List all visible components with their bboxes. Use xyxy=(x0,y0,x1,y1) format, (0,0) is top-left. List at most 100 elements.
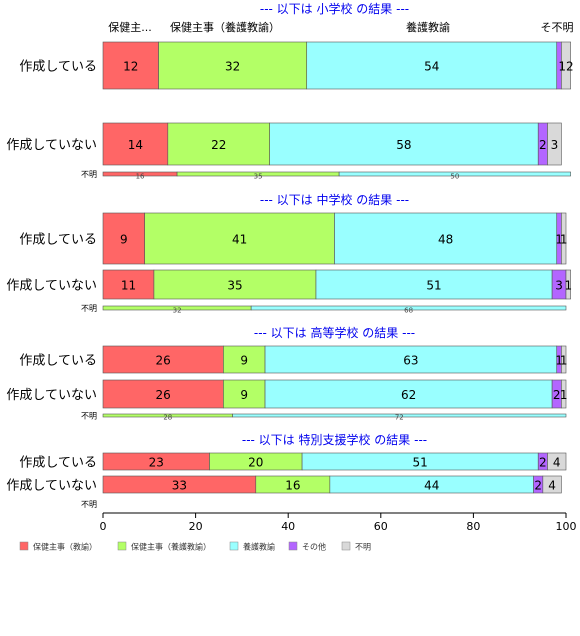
data-label: 12 xyxy=(558,60,573,74)
legend-swatch xyxy=(117,541,127,551)
data-label: 1 xyxy=(560,388,568,402)
data-label: 3 xyxy=(551,138,559,152)
row-label: 不明 xyxy=(81,412,97,421)
x-tick-label: 100 xyxy=(556,520,577,533)
data-label: 68 xyxy=(404,307,413,315)
data-label: 11 xyxy=(121,279,136,293)
data-label: 14 xyxy=(128,138,143,152)
data-label: 1 xyxy=(564,279,572,293)
row-label: 作成している xyxy=(19,233,97,248)
bar-segment xyxy=(306,41,558,90)
bar-segment xyxy=(315,269,553,300)
data-label: 2 xyxy=(534,479,542,493)
bar-segment xyxy=(561,345,567,374)
data-label: 1 xyxy=(560,233,568,247)
panel-title: --- 以下は 小学校 の結果 --- xyxy=(260,1,409,16)
panel-title: --- 以下は 中学校 の結果 --- xyxy=(260,192,409,207)
data-label: 51 xyxy=(426,279,441,293)
bar-segment xyxy=(102,122,169,166)
bar-segment xyxy=(158,41,308,90)
data-label: 35 xyxy=(254,173,263,181)
bar-segment xyxy=(269,122,539,166)
row-label: 作成している xyxy=(19,354,97,369)
bar-segment xyxy=(338,171,571,177)
data-label: 32 xyxy=(225,60,240,74)
data-label: 1 xyxy=(555,233,563,247)
bar-segment xyxy=(250,305,567,311)
data-label: 41 xyxy=(232,233,247,247)
legend-label: 保健主事（養護教諭） xyxy=(131,542,211,552)
row-label: 作成している xyxy=(19,60,97,75)
bar-segment xyxy=(561,41,571,90)
legend-label: 養護教諭 xyxy=(243,542,275,552)
row-label: 不明 xyxy=(81,304,97,313)
data-label: 4 xyxy=(548,479,556,493)
row-label: 不明 xyxy=(81,500,97,509)
panel-title: --- 以下は 高等学校 の結果 --- xyxy=(254,325,415,340)
data-label: 2 xyxy=(553,388,561,402)
data-label: 9 xyxy=(120,233,128,247)
row-label: 作成している xyxy=(19,456,97,471)
data-label: 16 xyxy=(285,479,300,493)
bar-segment xyxy=(153,269,317,300)
legend-swatch xyxy=(341,541,351,551)
column-header: 養護教諭 xyxy=(406,20,450,34)
data-label: 1 xyxy=(555,354,563,368)
legend-label: 不明 xyxy=(355,543,371,552)
panel-title: --- 以下は 特別支援学校 の結果 --- xyxy=(242,432,427,447)
data-label: 12 xyxy=(123,60,138,74)
bar-segment xyxy=(102,212,145,265)
data-label: 35 xyxy=(227,279,242,293)
bar-segment xyxy=(561,379,567,409)
panel: --- 以下は 小学校 の結果 --- 作成している 12 32 54 12 作成していない… xyxy=(6,1,573,181)
bar-segment xyxy=(264,379,553,409)
row-label: 作成していない xyxy=(6,388,97,403)
data-label: 23 xyxy=(149,456,164,470)
x-tick-label: 40 xyxy=(281,520,295,533)
data-label: 54 xyxy=(424,60,439,74)
x-tick-label: 60 xyxy=(374,520,388,533)
data-label: 58 xyxy=(396,138,411,152)
bar-segment xyxy=(102,379,224,409)
data-label: 2 xyxy=(539,456,547,470)
bar-segment xyxy=(102,41,159,90)
x-tick-label: 0 xyxy=(100,520,107,533)
x-axis: 0 20 40 60 80 100 xyxy=(100,512,577,533)
data-label: 2 xyxy=(539,138,547,152)
bar-segment xyxy=(102,269,155,300)
bar-segment xyxy=(542,475,562,494)
data-label: 51 xyxy=(413,456,428,470)
data-label: 3 xyxy=(555,279,563,293)
bar-segment xyxy=(334,212,558,265)
legend-swatch xyxy=(19,541,29,551)
panel: --- 以下は 特別支援学校 の結果 --- 作成している 23 20 51 2 4 作成して… xyxy=(6,432,567,509)
legend-label: 保健主事（教諭） xyxy=(33,542,97,552)
bar-segment xyxy=(167,122,270,166)
data-label: 50 xyxy=(450,173,459,181)
data-label: 16 xyxy=(136,173,145,181)
x-tick-label: 80 xyxy=(466,520,480,533)
legend-swatch xyxy=(229,541,239,551)
panel: --- 以下は 高等学校 の結果 ---作成している 26 9 63 11作成していない… xyxy=(6,325,567,422)
bar-segment xyxy=(561,212,567,265)
bar-segment xyxy=(547,452,567,471)
data-label: 26 xyxy=(156,354,171,368)
data-label: 62 xyxy=(401,388,416,402)
data-label: 20 xyxy=(248,456,263,470)
column-header: 保健主... xyxy=(108,20,152,34)
data-label: 4 xyxy=(553,456,561,470)
data-label: 72 xyxy=(395,414,404,422)
data-label: 48 xyxy=(438,233,453,247)
row-label: 不明 xyxy=(81,170,97,179)
column-header: 保健主事（養護教諭） xyxy=(170,20,280,34)
data-label: 9 xyxy=(240,354,248,368)
column-header: そ不明 xyxy=(541,21,574,34)
bar-segment xyxy=(102,345,224,374)
data-label: 9 xyxy=(240,388,248,402)
row-label: 作成していない xyxy=(6,279,97,294)
row-label: 作成していない xyxy=(6,138,97,153)
legend: 保健主事（教諭） 保健主事（養護教諭） 養護教諭 その他 不明 xyxy=(19,541,371,552)
data-label: 1 xyxy=(560,354,568,368)
